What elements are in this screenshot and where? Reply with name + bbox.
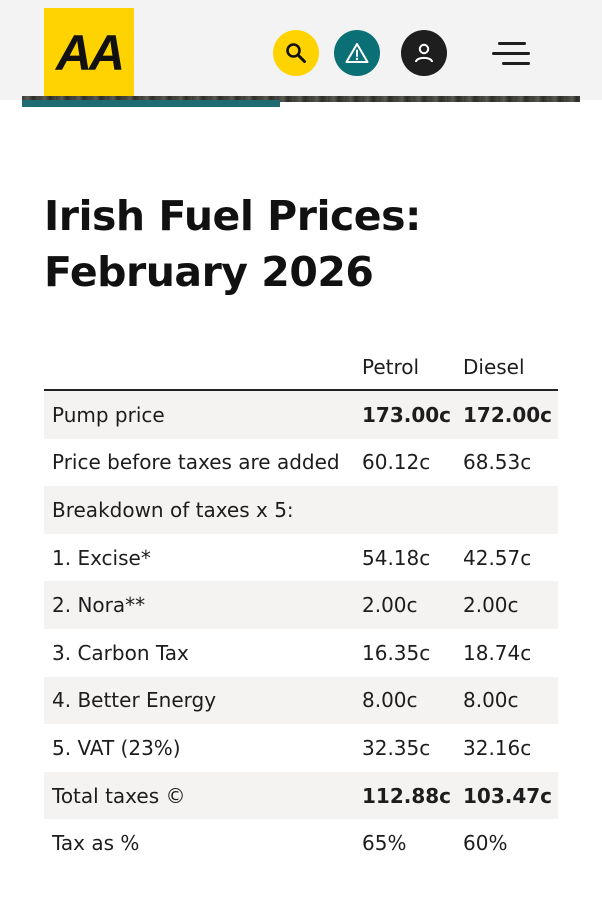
row-label: Breakdown of taxes x 5: <box>44 486 362 534</box>
petrol-value: 173.00c <box>362 390 463 439</box>
diesel-value: 8.00c <box>463 676 558 725</box>
table-header-row: Petrol Diesel <box>44 345 558 391</box>
fuel-price-table: Petrol Diesel Pump price 173.00c 172.00c Pr… <box>44 345 558 867</box>
diesel-value: 103.47c <box>463 771 558 820</box>
row-label: 2. Nora** <box>44 581 362 629</box>
table-row: Pump price 173.00c 172.00c <box>44 390 558 439</box>
row-label: Price before taxes are added <box>52 450 340 475</box>
warning-icon <box>345 43 369 63</box>
petrol-value: 32.35c <box>362 735 431 760</box>
row-label: 4. Better Energy <box>44 676 362 725</box>
table-row: 2. Nora** 2.00c 2.00c <box>44 581 558 629</box>
table-row: Total taxes © 112.88c 103.47c <box>44 771 558 820</box>
diesel-value: 60% <box>463 831 508 856</box>
diesel-value <box>463 486 558 534</box>
petrol-value: 54.18c <box>362 545 431 570</box>
row-label: 3. Carbon Tax <box>52 640 189 665</box>
table-row: Breakdown of taxes x 5: <box>44 486 558 534</box>
petrol-value: 112.88c <box>362 771 463 820</box>
petrol-value <box>362 486 463 534</box>
row-label: 1. Excise* <box>52 545 151 570</box>
petrol-value: 2.00c <box>362 581 463 629</box>
diesel-value: 172.00c <box>463 390 558 439</box>
aa-logo[interactable]: AA <box>44 8 134 98</box>
traffic-alert-button[interactable] <box>334 30 380 76</box>
hero-image-edge <box>22 96 580 102</box>
diesel-value: 68.53c <box>463 450 532 475</box>
title-line-2: February 2026 <box>44 248 374 296</box>
menu-icon-bar <box>502 62 530 65</box>
site-header: AA <box>0 0 602 100</box>
menu-icon <box>498 42 526 45</box>
table-row: 4. Better Energy 8.00c 8.00c <box>44 676 558 725</box>
search-icon <box>286 43 306 63</box>
diesel-value: 2.00c <box>463 581 558 629</box>
menu-icon-bar <box>492 52 530 55</box>
petrol-value: 60.12c <box>362 450 431 475</box>
row-label: 5. VAT (23%) <box>52 735 181 760</box>
column-header-diesel: Diesel <box>463 345 558 391</box>
petrol-value: 16.35c <box>362 640 431 665</box>
table-row: 3. Carbon Tax 16.35c 18.74c <box>44 629 558 677</box>
title-line-1: Irish Fuel Prices: <box>44 192 421 240</box>
table-row: Price before taxes are added 60.12c 68.53c <box>44 439 558 487</box>
diesel-value: 32.16c <box>463 735 532 760</box>
menu-button[interactable] <box>492 38 536 70</box>
petrol-value: 65% <box>362 831 407 856</box>
petrol-value: 8.00c <box>362 676 463 725</box>
row-label: Pump price <box>44 390 362 439</box>
page-title: Irish Fuel Prices: February 2026 <box>44 188 564 300</box>
column-header-petrol: Petrol <box>362 345 463 391</box>
table-row: 5. VAT (23%) 32.35c 32.16c <box>44 724 558 772</box>
row-label: Total taxes © <box>44 771 362 820</box>
table-row: Tax as % 65% 60% <box>44 819 558 867</box>
diesel-value: 18.74c <box>463 640 532 665</box>
accent-bar <box>22 100 280 107</box>
search-button[interactable] <box>273 30 319 76</box>
table-row: 1. Excise* 54.18c 42.57c <box>44 534 558 582</box>
account-icon <box>415 43 433 63</box>
diesel-value: 42.57c <box>463 545 532 570</box>
column-header-label <box>44 345 362 391</box>
account-button[interactable] <box>401 30 447 76</box>
row-label: Tax as % <box>52 831 140 856</box>
